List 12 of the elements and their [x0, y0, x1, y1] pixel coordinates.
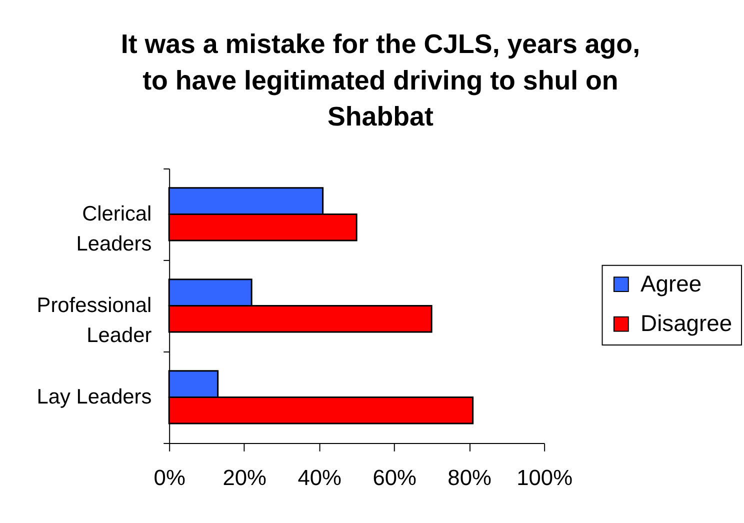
x-tick-label: 40%: [298, 465, 342, 490]
x-tick-label: 20%: [222, 465, 266, 490]
x-tick-label: 80%: [448, 465, 492, 490]
y-tick-label: Lay Leaders: [36, 386, 152, 409]
y-tick-label: Clerical Leaders: [76, 202, 152, 256]
y-tick-label: Professional Leader: [36, 294, 152, 348]
x-tick-label: 100%: [516, 465, 573, 490]
chart-title: It was a mistake for the CJLS, years ago, to have legitimated driving to shul on Shabbat: [120, 29, 640, 132]
legend-label: Agree: [640, 270, 702, 296]
x-tick-label: 0%: [154, 465, 186, 490]
x-tick-label: 60%: [372, 465, 416, 490]
legend-label: Disagree: [640, 310, 732, 336]
